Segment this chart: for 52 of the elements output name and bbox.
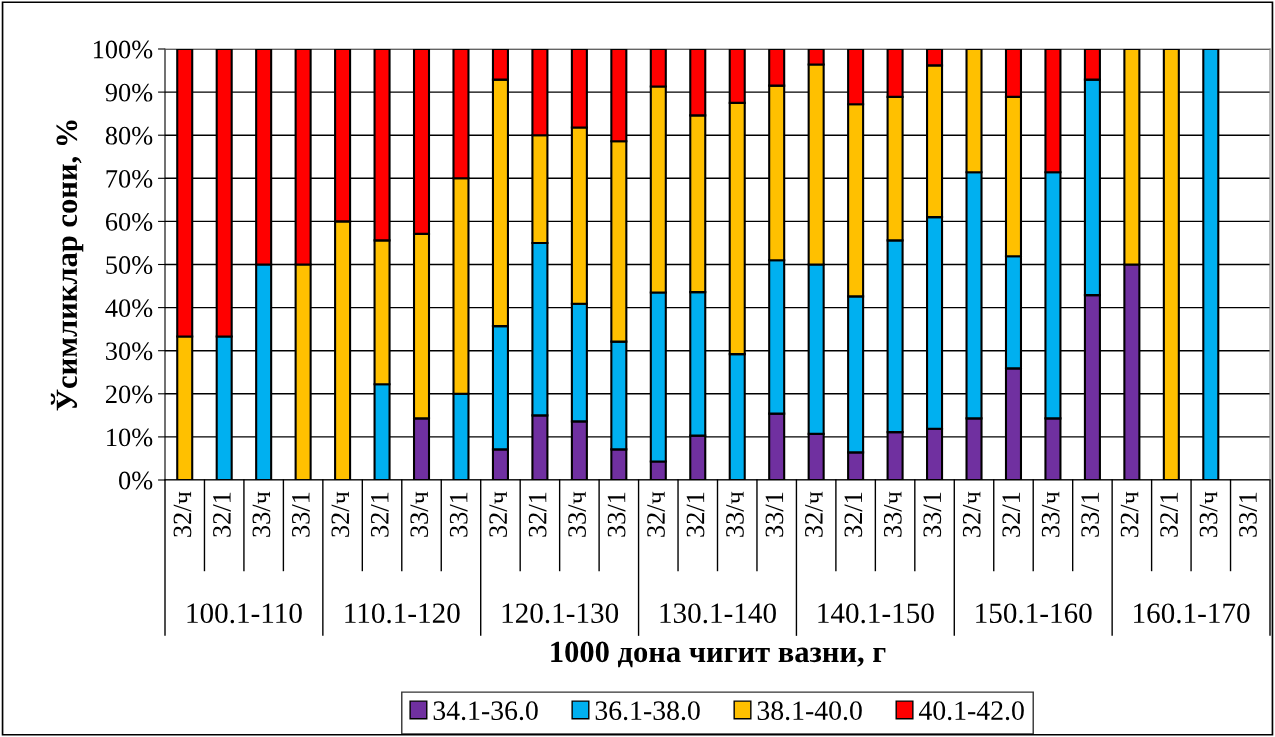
text: 150.1-160 <box>976 603 1092 624</box>
x-tick-label: 32/ч <box>647 491 665 537</box>
text: 110.1-120 <box>345 603 460 624</box>
x-tick-label: 32/ч <box>962 491 981 537</box>
x-tick-label: 33/1 <box>292 492 310 537</box>
y-tick-label: 70% <box>106 169 153 188</box>
y-tick-label: 80% <box>105 126 153 145</box>
x-tick-label: 33/1 <box>449 492 468 537</box>
legend-label: 40.1-42.0 <box>918 701 1024 721</box>
y-tick-label: 20% <box>105 385 153 404</box>
x-tick-label: 33/ч <box>1041 491 1060 537</box>
y-tick-label: 50% <box>106 256 153 274</box>
text: 120.1-130 <box>502 603 619 624</box>
x-tick-label: 32/ч <box>331 491 350 537</box>
text: 140.1-150 <box>818 603 934 624</box>
legend-label: 38.1-40.0 <box>757 701 862 721</box>
x-tick-label: 32/1 <box>844 492 863 537</box>
text: 100.1-110 <box>187 603 302 624</box>
x-tick-label: 33/1 <box>1081 492 1100 537</box>
x-tick-label: 32/1 <box>686 492 705 537</box>
y-tick-label: 10% <box>107 428 153 447</box>
text: 130.1-140 <box>660 603 776 624</box>
x-tick-label: 32/ч <box>489 491 508 537</box>
x-tick-label: 32/1 <box>528 492 547 537</box>
x-tick-label: 33/ч <box>410 491 429 537</box>
x-tick-label: 33/1 <box>765 492 784 537</box>
text: 160.1-170 <box>1134 603 1250 624</box>
x-tick-label: 33/ч <box>252 491 271 537</box>
x-tick-label: 32/1 <box>213 492 231 537</box>
y-tick-label: 0% <box>119 471 153 490</box>
x-tick-label: 32/1 <box>1002 492 1021 537</box>
x-tick-label: 32/ч <box>173 491 192 537</box>
y-tick-label: 40% <box>105 299 153 318</box>
x-tick-label: 33/ч <box>726 491 744 537</box>
x-tick-label: 32/1 <box>370 492 389 537</box>
y-axis-title: Ўсимликлар сони, % <box>50 120 84 411</box>
x-tick-label: 33/ч <box>883 491 902 537</box>
x-tick-label: 32/1 <box>1160 492 1178 537</box>
x-tick-label: 33/ч <box>568 491 586 537</box>
x-tick-label: 32/ч <box>805 491 823 537</box>
x-tick-label: 33/1 <box>607 492 626 537</box>
y-tick-label: 30% <box>106 342 153 361</box>
x-tick-label: 33/1 <box>923 492 942 537</box>
y-tick-label: 60% <box>105 213 153 231</box>
legend-label: 36.1-38.0 <box>595 701 700 721</box>
y-tick-label: 90% <box>105 83 153 102</box>
x-tick-label: 32/ч <box>1120 491 1139 537</box>
x-tick-label: 33/1 <box>1239 492 1257 537</box>
y-tick-label: 100% <box>93 40 153 59</box>
legend-label: 34.1-36.0 <box>433 701 538 721</box>
x-tick-label: 33/ч <box>1199 491 1218 537</box>
x-axis-title: 1000 дона чигит вазни, г <box>551 641 886 668</box>
